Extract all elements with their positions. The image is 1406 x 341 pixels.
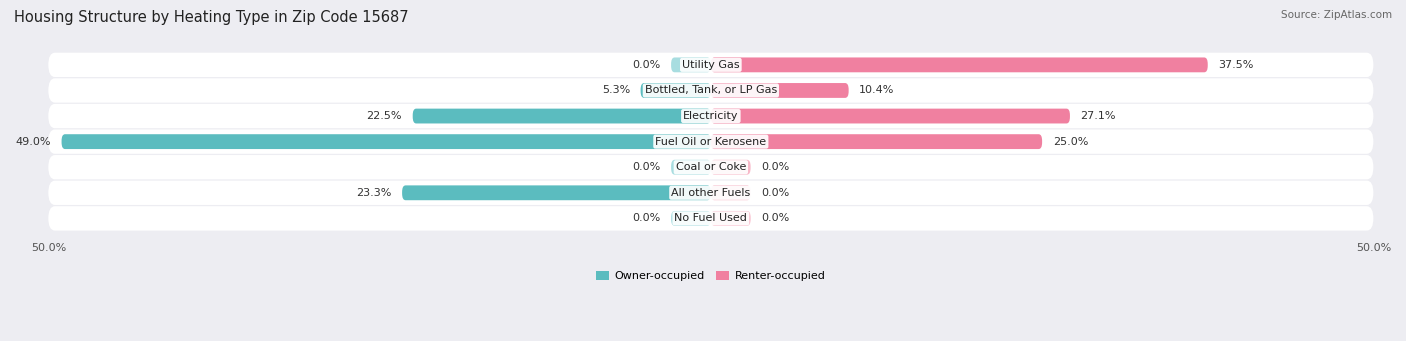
Text: Electricity: Electricity [683, 111, 738, 121]
Text: 37.5%: 37.5% [1219, 60, 1254, 70]
Text: 25.0%: 25.0% [1053, 137, 1088, 147]
Text: 5.3%: 5.3% [602, 86, 630, 95]
FancyBboxPatch shape [62, 134, 711, 149]
FancyBboxPatch shape [413, 109, 711, 123]
FancyBboxPatch shape [671, 58, 711, 72]
FancyBboxPatch shape [48, 78, 1374, 103]
Text: 0.0%: 0.0% [761, 188, 789, 198]
FancyBboxPatch shape [711, 83, 849, 98]
FancyBboxPatch shape [48, 130, 1374, 154]
FancyBboxPatch shape [711, 58, 1208, 72]
Text: 23.3%: 23.3% [356, 188, 391, 198]
Text: Source: ZipAtlas.com: Source: ZipAtlas.com [1281, 10, 1392, 20]
FancyBboxPatch shape [711, 160, 751, 175]
Text: 22.5%: 22.5% [367, 111, 402, 121]
FancyBboxPatch shape [402, 186, 711, 200]
Text: Utility Gas: Utility Gas [682, 60, 740, 70]
FancyBboxPatch shape [711, 186, 751, 200]
Text: 49.0%: 49.0% [15, 137, 51, 147]
Text: 0.0%: 0.0% [761, 162, 789, 172]
Text: All other Fuels: All other Fuels [671, 188, 751, 198]
Text: 0.0%: 0.0% [633, 213, 661, 223]
FancyBboxPatch shape [48, 206, 1374, 231]
Text: 0.0%: 0.0% [633, 162, 661, 172]
Text: No Fuel Used: No Fuel Used [675, 213, 747, 223]
Text: 10.4%: 10.4% [859, 86, 894, 95]
Text: Fuel Oil or Kerosene: Fuel Oil or Kerosene [655, 137, 766, 147]
FancyBboxPatch shape [671, 211, 711, 226]
Text: 0.0%: 0.0% [761, 213, 789, 223]
Text: Bottled, Tank, or LP Gas: Bottled, Tank, or LP Gas [645, 86, 778, 95]
Text: Coal or Coke: Coal or Coke [676, 162, 747, 172]
FancyBboxPatch shape [48, 155, 1374, 179]
FancyBboxPatch shape [711, 109, 1070, 123]
FancyBboxPatch shape [641, 83, 711, 98]
Legend: Owner-occupied, Renter-occupied: Owner-occupied, Renter-occupied [592, 266, 831, 286]
Text: 0.0%: 0.0% [633, 60, 661, 70]
FancyBboxPatch shape [48, 53, 1374, 77]
Text: 27.1%: 27.1% [1081, 111, 1116, 121]
FancyBboxPatch shape [48, 181, 1374, 205]
FancyBboxPatch shape [711, 134, 1042, 149]
Text: Housing Structure by Heating Type in Zip Code 15687: Housing Structure by Heating Type in Zip… [14, 10, 409, 25]
FancyBboxPatch shape [48, 104, 1374, 128]
FancyBboxPatch shape [671, 160, 711, 175]
FancyBboxPatch shape [711, 211, 751, 226]
